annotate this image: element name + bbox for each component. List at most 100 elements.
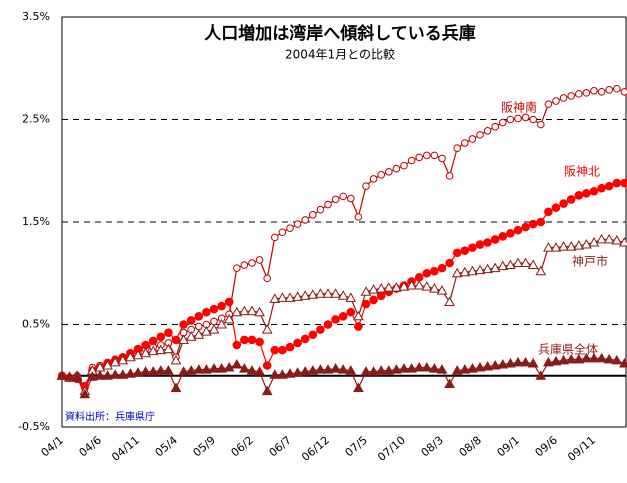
marker — [521, 113, 530, 122]
marker — [147, 366, 159, 376]
x-tick-label: 06/12 — [299, 434, 332, 464]
marker — [590, 87, 598, 95]
marker — [544, 100, 553, 108]
marker — [581, 352, 592, 363]
marker — [452, 248, 462, 258]
marker — [506, 228, 515, 238]
marker — [611, 234, 623, 245]
marker — [528, 219, 538, 229]
marker — [307, 289, 319, 299]
marker — [413, 280, 425, 290]
marker — [354, 213, 363, 221]
marker — [316, 325, 325, 334]
marker — [620, 88, 627, 96]
x-tick-label: 05/9 — [191, 434, 218, 460]
marker — [132, 349, 144, 360]
marker — [331, 195, 340, 204]
marker — [429, 363, 440, 373]
marker — [209, 304, 219, 314]
x-tick-label: 08/8 — [457, 434, 484, 460]
marker — [558, 241, 569, 251]
marker — [210, 317, 218, 326]
marker — [436, 364, 448, 374]
marker — [270, 345, 280, 355]
marker — [201, 326, 212, 336]
marker — [436, 285, 448, 295]
marker — [512, 257, 524, 267]
marker — [527, 357, 539, 368]
marker — [269, 369, 281, 379]
marker — [261, 324, 273, 334]
marker — [429, 283, 440, 293]
marker — [535, 370, 547, 380]
marker — [170, 354, 182, 365]
marker — [232, 340, 242, 350]
marker — [240, 261, 249, 269]
marker — [535, 265, 547, 276]
marker — [368, 284, 379, 294]
marker — [391, 282, 402, 292]
marker — [375, 283, 387, 293]
marker — [56, 370, 68, 380]
marker — [474, 264, 486, 275]
marker — [467, 363, 478, 373]
marker — [421, 281, 433, 291]
marker — [498, 232, 508, 241]
marker — [217, 301, 226, 311]
marker — [543, 242, 554, 252]
marker — [423, 151, 431, 160]
marker — [497, 358, 509, 369]
marker — [445, 258, 454, 268]
marker — [377, 171, 386, 179]
marker — [193, 364, 205, 374]
marker — [345, 365, 357, 375]
marker — [140, 347, 151, 358]
marker — [201, 364, 212, 374]
marker — [499, 118, 507, 127]
marker — [565, 353, 577, 364]
marker — [102, 359, 113, 370]
marker — [360, 286, 372, 296]
marker — [155, 365, 167, 375]
series-label: 兵庫県全体 — [538, 342, 598, 357]
marker — [156, 332, 166, 342]
marker — [398, 281, 410, 291]
x-tick-label: 09/1 — [495, 434, 522, 460]
marker — [588, 236, 600, 247]
marker — [338, 312, 348, 321]
marker — [461, 139, 469, 147]
marker — [491, 122, 500, 131]
chart-title: 人口増加は湾岸へ傾斜している兵庫 — [204, 23, 476, 44]
marker — [330, 288, 341, 298]
marker — [467, 265, 478, 276]
marker — [354, 322, 363, 331]
marker — [597, 88, 606, 96]
marker — [269, 293, 281, 303]
marker — [415, 153, 424, 162]
marker — [551, 203, 561, 212]
marker — [482, 361, 493, 371]
marker — [582, 89, 591, 97]
marker — [299, 366, 311, 376]
marker — [407, 156, 416, 165]
marker — [155, 344, 167, 355]
marker — [299, 290, 311, 300]
marker — [271, 233, 279, 242]
marker — [216, 318, 227, 329]
marker — [223, 313, 235, 324]
x-tick-label: 04/1 — [39, 434, 66, 460]
marker — [308, 330, 318, 340]
chart-subtitle: 2004年1月との比較 — [285, 47, 395, 62]
marker — [286, 224, 294, 232]
marker — [497, 260, 509, 271]
marker — [451, 365, 463, 375]
marker — [437, 263, 447, 273]
marker — [71, 372, 83, 382]
marker — [79, 388, 91, 399]
marker — [246, 365, 258, 375]
y-tick-label: 1.5% — [22, 215, 50, 228]
marker — [414, 273, 424, 282]
marker — [315, 364, 326, 374]
marker — [164, 328, 173, 338]
marker — [475, 240, 485, 249]
